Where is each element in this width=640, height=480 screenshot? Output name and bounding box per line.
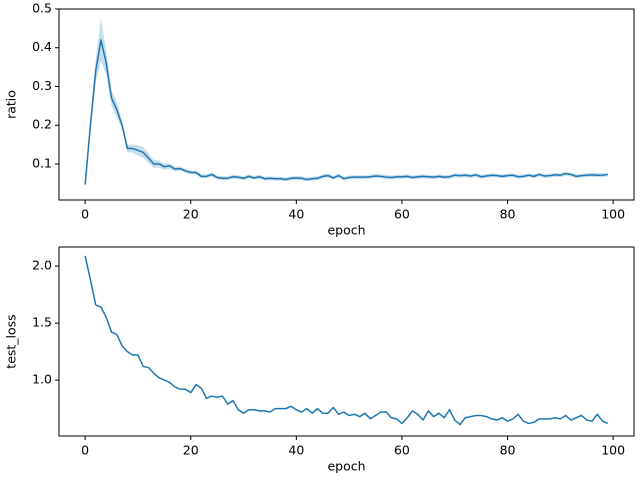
x-tick-label: 80 — [500, 207, 516, 222]
x-tick-label: 60 — [394, 443, 410, 458]
x-tick-label: 40 — [288, 443, 304, 458]
x-tick-label: 0 — [81, 443, 89, 458]
x-tick-label: 60 — [394, 207, 410, 222]
y-tick-label: 0.3 — [32, 78, 52, 93]
x-tick-label: 100 — [601, 443, 625, 458]
data-line — [84, 39, 608, 185]
y-axis-label: ratio — [4, 90, 19, 119]
y-tick-label: 1.0 — [32, 372, 52, 387]
x-tick-label: 40 — [288, 207, 304, 222]
axes-frame — [58, 8, 635, 201]
x-tick-label: 0 — [81, 207, 89, 222]
axes-frame — [58, 246, 635, 437]
x-tick-label: 20 — [183, 207, 199, 222]
y-tick-label: 0.4 — [32, 39, 52, 54]
data-line — [84, 255, 609, 426]
x-axis-label: epoch — [327, 459, 365, 474]
x-axis-label: epoch — [327, 223, 365, 238]
y-tick-label: 0.1 — [32, 155, 52, 170]
y-tick-label: 1.5 — [32, 315, 52, 330]
confidence-band — [85, 18, 608, 188]
y-tick-label: 0.2 — [32, 117, 52, 132]
y-tick-label: 0.5 — [32, 1, 52, 16]
x-tick-label: 20 — [183, 443, 199, 458]
x-tick-label: 80 — [500, 443, 516, 458]
y-axis-label: test_loss — [4, 314, 19, 368]
y-tick-label: 2.0 — [32, 258, 52, 273]
x-tick-label: 100 — [601, 207, 625, 222]
